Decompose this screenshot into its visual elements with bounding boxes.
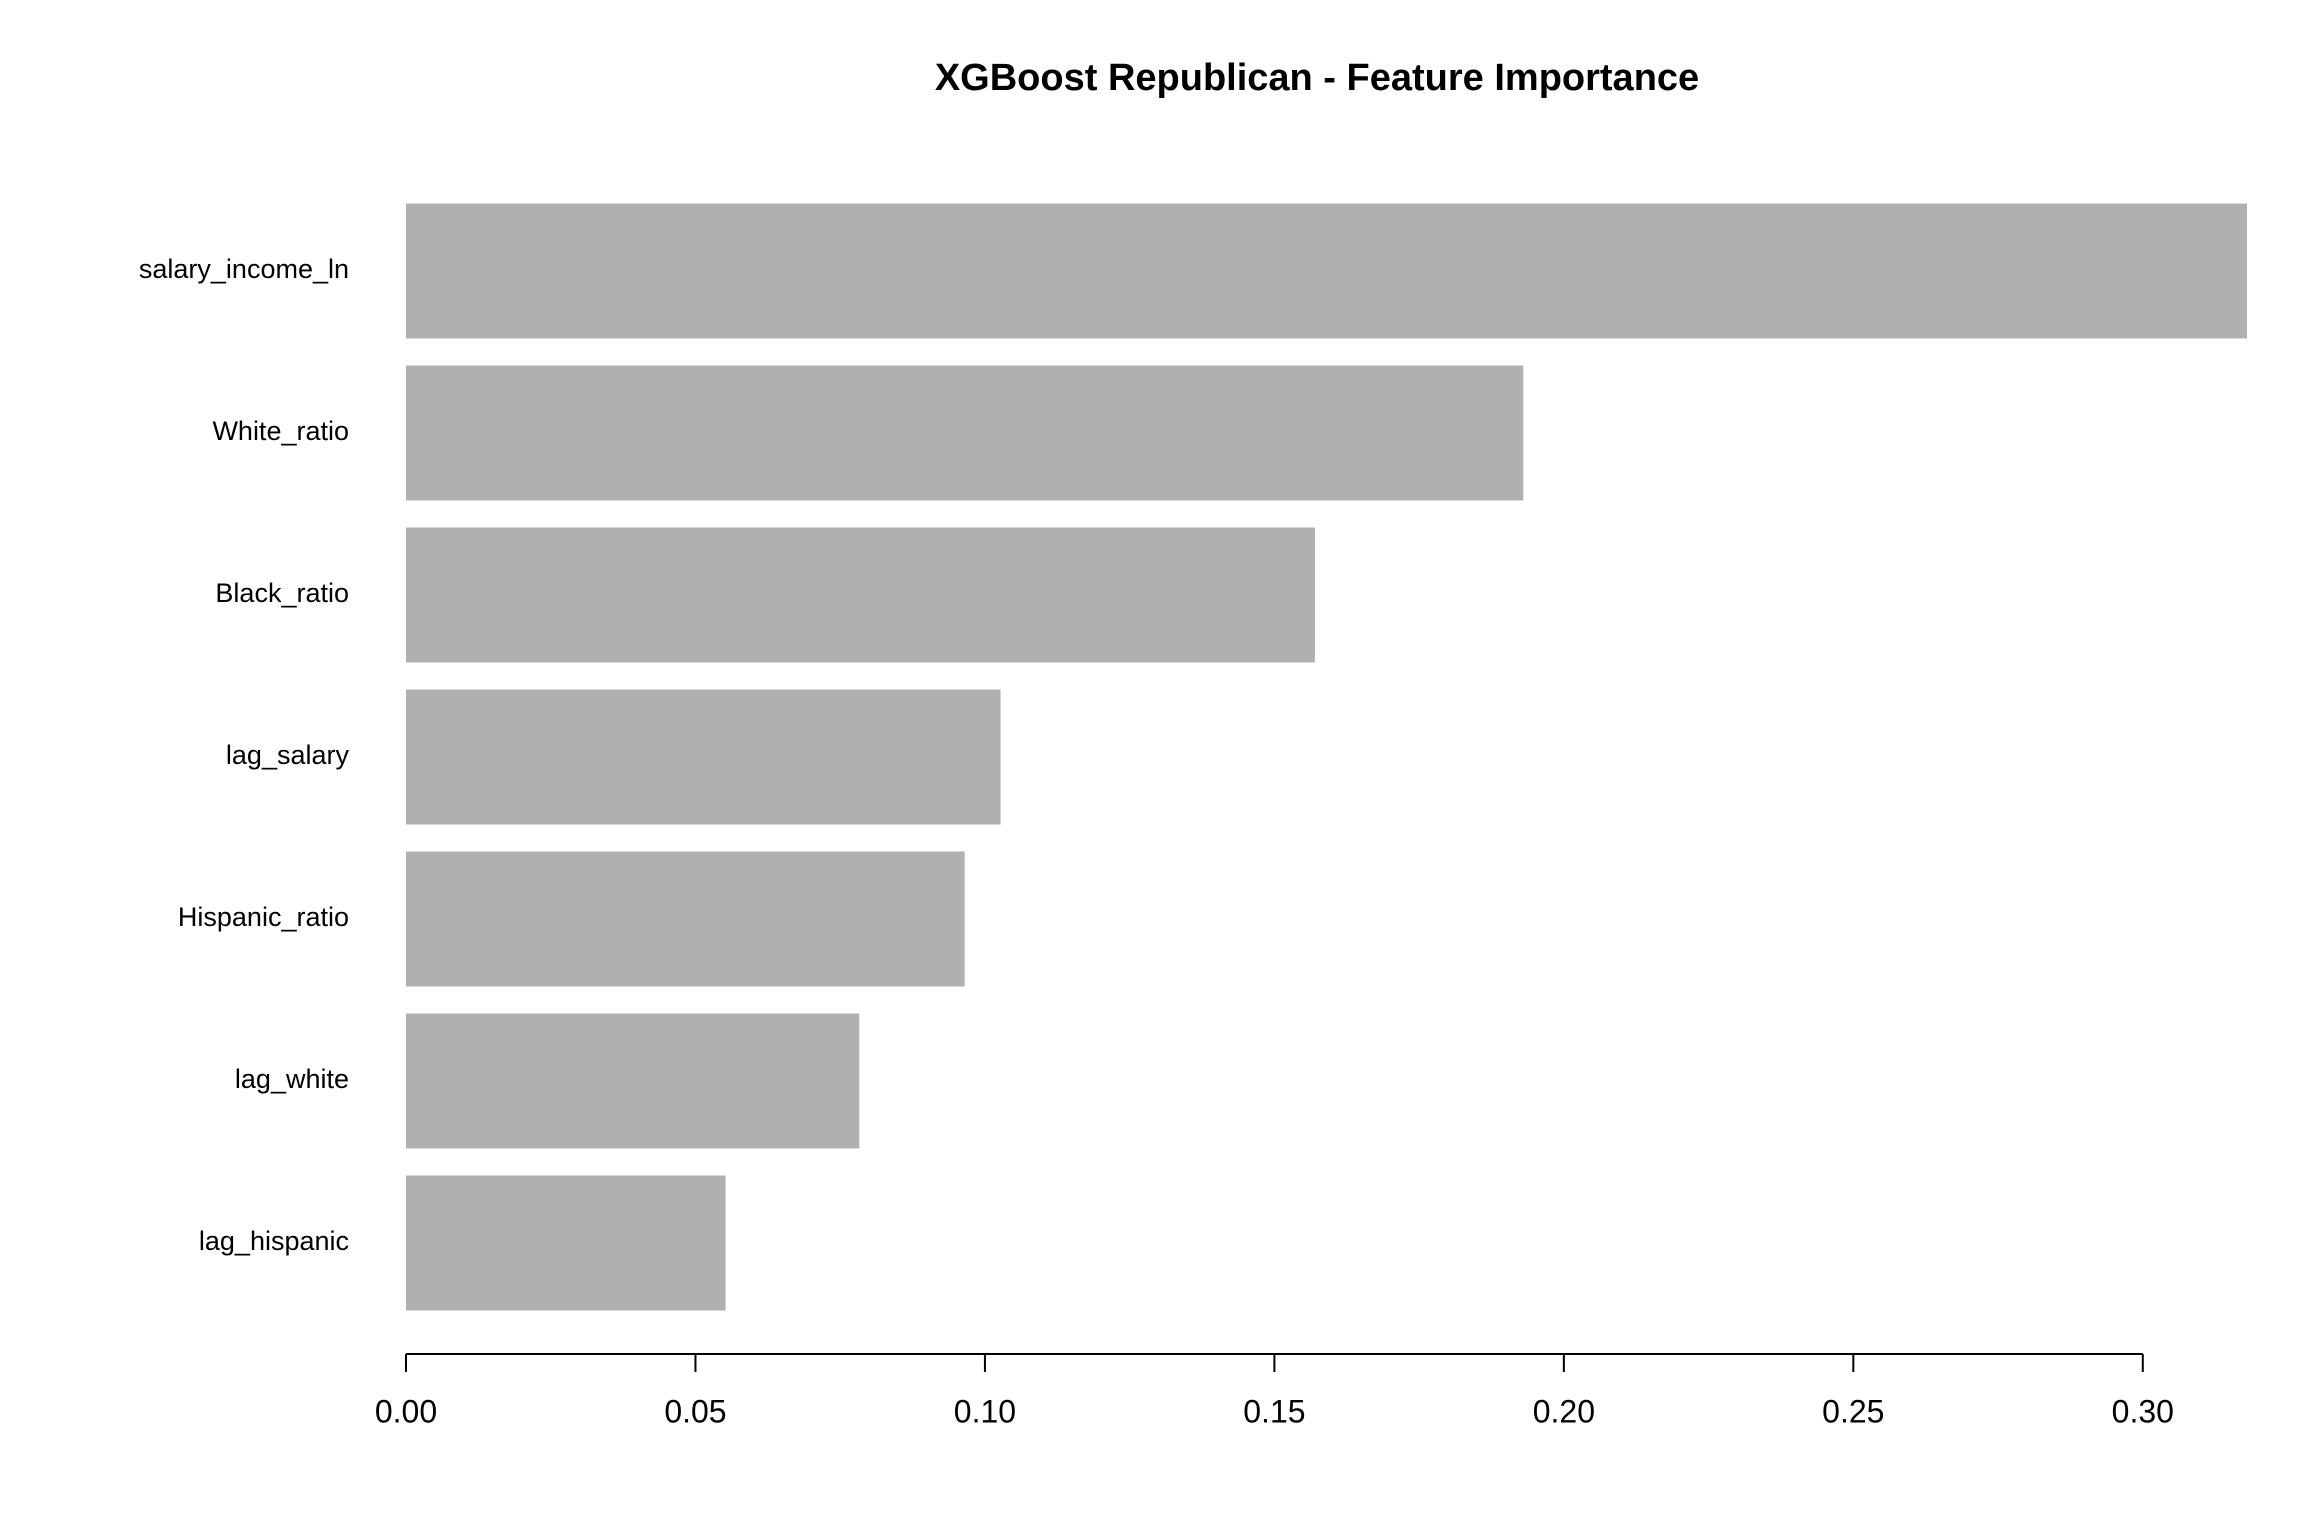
x-tick-label: 0.25 (1822, 1393, 1884, 1429)
bar (406, 527, 1315, 663)
x-tick-label: 0.20 (1533, 1393, 1595, 1429)
bar (406, 1013, 860, 1149)
bar (406, 203, 2247, 339)
bar (406, 689, 1001, 825)
x-tick-label: 0.15 (1243, 1393, 1305, 1429)
y-tick-label: Black_ratio (215, 578, 349, 608)
y-tick-label: lag_white (235, 1064, 349, 1094)
x-tick-label: 0.00 (375, 1393, 437, 1429)
bar (406, 1175, 726, 1311)
y-tick-label: lag_hispanic (199, 1226, 349, 1256)
y-tick-label: Hispanic_ratio (178, 902, 349, 932)
y-tick-label: White_ratio (212, 416, 349, 446)
bar (406, 365, 1524, 501)
x-tick-label: 0.10 (954, 1393, 1016, 1429)
y-tick-label: salary_income_ln (139, 254, 349, 284)
bar (406, 851, 965, 987)
chart-title: XGBoost Republican - Feature Importance (935, 57, 1699, 99)
y-tick-label: lag_salary (226, 740, 350, 770)
x-tick-label: 0.30 (2112, 1393, 2174, 1429)
x-tick-label: 0.05 (664, 1393, 726, 1429)
